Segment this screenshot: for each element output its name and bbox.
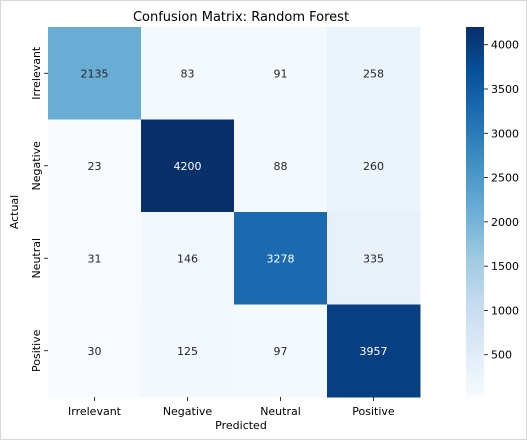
x-axis-ticks: Irrelevant Negative Neutral Positive xyxy=(68,397,395,418)
y-tick-label: Positive xyxy=(30,329,43,372)
cell-value-label: 2135 xyxy=(81,67,109,80)
heatmap-cell xyxy=(141,212,235,305)
colorbar-tick-label: 1000 xyxy=(491,304,519,317)
colorbar-tick-label: 2500 xyxy=(491,172,519,185)
heatmap-cells xyxy=(48,27,421,398)
heatmap-cell xyxy=(327,304,421,398)
colorbar: 500 1000 1500 2000 2500 3000 3500 4000 xyxy=(466,27,519,397)
heatmap-cell xyxy=(327,212,421,305)
chart-title: Confusion Matrix: Random Forest xyxy=(133,10,349,25)
heatmap-cell xyxy=(234,212,328,305)
heatmap-cell xyxy=(48,304,142,398)
colorbar-tick-label: 4000 xyxy=(491,39,519,52)
cell-value-label: 31 xyxy=(88,252,102,265)
cell-value-label: 125 xyxy=(177,345,198,358)
colorbar-tick-label: 2000 xyxy=(491,216,519,229)
y-axis-ticks: Irrelevant Negative Neutral Positive xyxy=(30,46,48,372)
cell-value-label: 97 xyxy=(274,345,288,358)
colorbar-gradient xyxy=(466,27,484,397)
cell-value-label: 3957 xyxy=(360,345,388,358)
y-axis-label: Actual xyxy=(8,195,21,229)
y-tick-label: Negative xyxy=(30,141,43,191)
colorbar-tick-label: 3000 xyxy=(491,127,519,140)
cell-value-label: 88 xyxy=(274,160,288,173)
heatmap-cell xyxy=(234,119,328,213)
x-axis-label: Predicted xyxy=(215,419,267,432)
colorbar-tick-label: 500 xyxy=(491,349,512,362)
cell-value-label: 258 xyxy=(363,67,384,80)
cell-value-label: 30 xyxy=(88,345,102,358)
x-tick-label: Irrelevant xyxy=(68,405,122,418)
cell-value-label: 260 xyxy=(363,160,384,173)
heatmap-cell xyxy=(141,27,235,120)
heatmap-cell xyxy=(141,119,235,213)
x-tick-label: Positive xyxy=(352,405,395,418)
heatmap-cell xyxy=(327,27,421,120)
cell-value-label: 83 xyxy=(181,67,195,80)
x-tick-label: Neutral xyxy=(260,405,301,418)
heatmap-cell xyxy=(141,304,235,398)
heatmap-cell xyxy=(48,27,142,120)
heatmap-cell xyxy=(48,119,142,213)
cell-value-label: 146 xyxy=(177,252,198,265)
colorbar-tick-label: 3500 xyxy=(491,83,519,96)
heatmap-cell xyxy=(234,27,328,120)
heatmap-cell xyxy=(48,212,142,305)
colorbar-tick-label: 1500 xyxy=(491,260,519,273)
cell-value-label: 4200 xyxy=(174,160,202,173)
x-tick-label: Negative xyxy=(163,405,213,418)
heatmap-cell xyxy=(234,304,328,398)
heatmap-cell xyxy=(327,119,421,213)
y-tick-label: Neutral xyxy=(30,238,43,279)
cell-value-label: 3278 xyxy=(267,252,295,265)
cell-annotations: 2135 83 91 258 23 4200 88 260 31 146 3278 335 30 125 9… xyxy=(81,67,388,358)
cell-value-label: 335 xyxy=(363,252,384,265)
cell-value-label: 91 xyxy=(274,67,288,80)
y-tick-label: Irrelevant xyxy=(30,46,43,100)
cell-value-label: 23 xyxy=(88,160,102,173)
